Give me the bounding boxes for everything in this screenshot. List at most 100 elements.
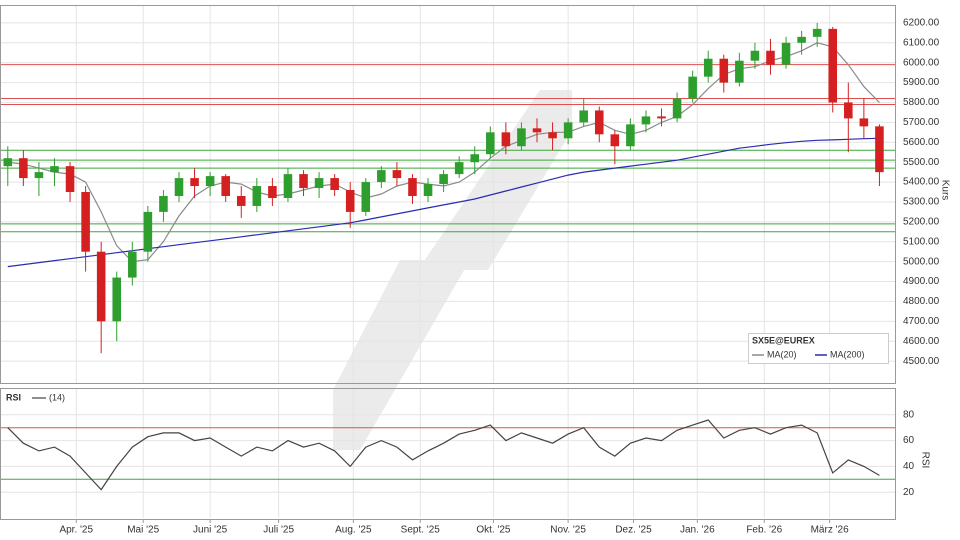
candle-body bbox=[205, 176, 215, 187]
candle-body bbox=[859, 118, 869, 127]
y-tick-label: 5000.00 bbox=[903, 256, 940, 267]
y-tick-label: 5100.00 bbox=[903, 236, 940, 247]
y-tick-label: 5700.00 bbox=[903, 117, 940, 128]
series-line bbox=[7, 137, 880, 268]
y-axis-title: Kurs bbox=[939, 180, 950, 201]
y-tick-label: 6000.00 bbox=[903, 57, 940, 68]
x-tick-label: Nov. '25 bbox=[550, 525, 586, 536]
candle-body bbox=[641, 116, 651, 125]
candle-body bbox=[423, 184, 433, 196]
candle-body bbox=[81, 192, 90, 252]
legend: SX5E@EUREX MA(20) MA(200) bbox=[748, 333, 889, 364]
candle-body bbox=[626, 124, 635, 147]
candle-body bbox=[672, 98, 682, 119]
candle-body bbox=[750, 50, 760, 61]
candle-body bbox=[236, 195, 246, 206]
plot-layer: 4500.00 4600.00 4700.00 4800.00 4900.00 5000.… bbox=[0, 5, 940, 536]
candle-body bbox=[190, 178, 199, 187]
y-tick-label: 5500.00 bbox=[903, 157, 940, 168]
candle-body bbox=[330, 178, 339, 191]
x-tick-label: Dez. '25 bbox=[615, 525, 652, 536]
candle-body bbox=[252, 186, 262, 206]
y-tick-label: 5300.00 bbox=[903, 197, 940, 208]
x-tick-label: Aug. '25 bbox=[335, 525, 372, 536]
candle-body bbox=[377, 170, 386, 183]
x-tick-label: Mai '25 bbox=[127, 525, 159, 536]
candle-body bbox=[797, 36, 806, 43]
candle-body bbox=[486, 132, 495, 155]
candle-body bbox=[159, 195, 168, 212]
watermark bbox=[333, 90, 572, 450]
candle-body bbox=[735, 60, 744, 83]
y-tick-label: 5200.00 bbox=[903, 216, 940, 227]
candle-body bbox=[3, 158, 13, 167]
rsi-title: RSI bbox=[6, 392, 21, 402]
candle-body bbox=[361, 182, 371, 212]
candle-body bbox=[781, 42, 791, 65]
y-tick-label: 5600.00 bbox=[903, 137, 940, 148]
candle-body bbox=[408, 178, 417, 196]
candle-body bbox=[299, 174, 308, 189]
y-tick-label: 4600.00 bbox=[903, 336, 940, 347]
y-tick-label: 6100.00 bbox=[903, 37, 940, 48]
x-tick-label: März '26 bbox=[811, 525, 849, 536]
candle-body bbox=[50, 166, 59, 173]
main-frame bbox=[0, 5, 896, 384]
candle-body bbox=[657, 116, 666, 119]
y-tick-label: 6200.00 bbox=[903, 18, 940, 29]
y-tick-label: 20 bbox=[903, 487, 915, 498]
x-tick-label: Juni '25 bbox=[193, 525, 228, 536]
candle-body bbox=[283, 174, 293, 198]
legend-label: MA(20) bbox=[767, 349, 797, 359]
candle-body bbox=[454, 162, 464, 175]
y-tick-label: 5400.00 bbox=[903, 177, 940, 188]
candle-body bbox=[143, 211, 153, 252]
candle-body bbox=[594, 110, 604, 135]
candle-body bbox=[610, 134, 620, 147]
x-tick-label: Jan. '26 bbox=[680, 525, 715, 536]
y-axis-title: RSI bbox=[919, 452, 930, 469]
candle-body bbox=[501, 132, 511, 147]
y-tick-label: 4500.00 bbox=[903, 356, 940, 367]
candle-body bbox=[579, 110, 588, 123]
y-tick-label: 5800.00 bbox=[903, 97, 940, 108]
candle-body bbox=[828, 28, 838, 103]
candle-body bbox=[875, 126, 884, 173]
legend-box bbox=[748, 333, 889, 364]
candle-body bbox=[221, 176, 230, 196]
x-tick-label: Apr. '25 bbox=[59, 525, 93, 536]
watermark-shape bbox=[333, 260, 470, 450]
candle-body bbox=[112, 277, 122, 322]
x-tick-label: Feb. '26 bbox=[746, 525, 782, 536]
y-tick-label: 4700.00 bbox=[903, 316, 940, 327]
candle-body bbox=[532, 128, 542, 133]
candle-body bbox=[34, 172, 44, 179]
x-tick-label: Sept. '25 bbox=[401, 525, 441, 536]
watermark-shape bbox=[418, 90, 572, 270]
candle-body bbox=[688, 76, 697, 99]
candle-body bbox=[844, 102, 853, 119]
y-tick-label: 5900.00 bbox=[903, 77, 940, 88]
x-tick-label: Okt. '25 bbox=[476, 525, 511, 536]
y-tick-label: 4900.00 bbox=[903, 276, 940, 287]
candle-body bbox=[470, 154, 480, 163]
candle-body bbox=[517, 128, 526, 147]
candle-body bbox=[65, 166, 75, 193]
y-tick-label: 4800.00 bbox=[903, 296, 940, 307]
rsi-legend: RSI (14) bbox=[6, 392, 65, 402]
candle-body bbox=[812, 28, 822, 37]
x-tick-label: Juli '25 bbox=[263, 525, 294, 536]
candle-body bbox=[563, 122, 573, 139]
candle-body bbox=[128, 251, 137, 278]
candle-body bbox=[19, 158, 28, 179]
candle-body bbox=[703, 58, 713, 77]
legend-label: MA(200) bbox=[830, 349, 865, 359]
candle-body bbox=[174, 178, 184, 196]
candle-body bbox=[719, 58, 729, 83]
candle-body bbox=[345, 190, 355, 212]
legend-label: (14) bbox=[49, 392, 65, 402]
series-line bbox=[7, 419, 880, 491]
candle-body bbox=[96, 251, 106, 322]
rsi-frame bbox=[0, 388, 896, 520]
